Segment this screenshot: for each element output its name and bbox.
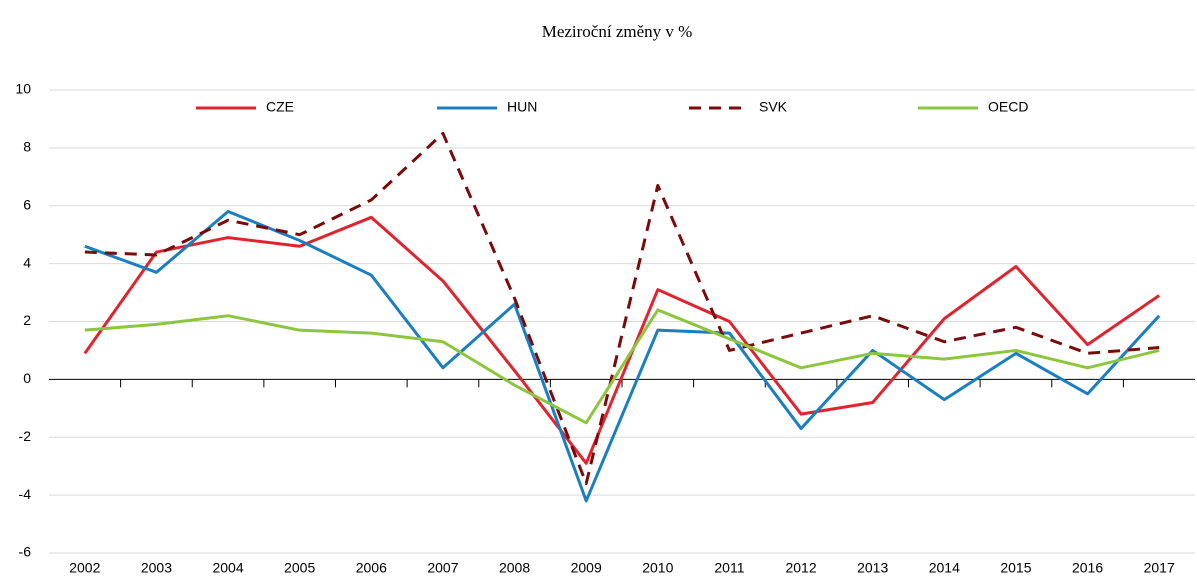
x-tick-label: 2016 bbox=[1072, 560, 1103, 576]
x-tick-label: 2007 bbox=[427, 560, 458, 576]
y-tick-label: 10 bbox=[15, 81, 31, 97]
x-tick-label: 2015 bbox=[1000, 560, 1031, 576]
y-tick-label: -2 bbox=[19, 428, 32, 444]
series-line bbox=[84, 210, 1161, 503]
x-tick-label: 2003 bbox=[141, 560, 172, 576]
x-tick-label: 2002 bbox=[69, 560, 100, 576]
series-line bbox=[84, 131, 1160, 486]
series-line bbox=[84, 308, 1160, 425]
legend-label: CZE bbox=[266, 99, 294, 115]
y-tick-label: 6 bbox=[23, 196, 31, 212]
y-tick-label: 8 bbox=[23, 139, 31, 155]
series-line bbox=[83, 215, 1161, 465]
x-tick-label: 2005 bbox=[284, 560, 315, 576]
x-tick-label: 2009 bbox=[571, 560, 602, 576]
legend-label: OECD bbox=[988, 99, 1028, 115]
x-tick-label: 2006 bbox=[356, 560, 387, 576]
y-tick-label: -6 bbox=[19, 544, 32, 560]
y-tick-label: -4 bbox=[19, 486, 32, 502]
x-tick-label: 2008 bbox=[499, 560, 530, 576]
x-tick-label: 2017 bbox=[1144, 560, 1175, 576]
x-tick-label: 2010 bbox=[642, 560, 673, 576]
chart-title: Meziroční změny v % bbox=[542, 22, 693, 41]
x-tick-label: 2011 bbox=[714, 560, 744, 576]
x-tick-label: 2004 bbox=[212, 560, 243, 576]
y-tick-label: 2 bbox=[23, 312, 31, 328]
x-tick-label: 2012 bbox=[785, 560, 816, 576]
y-tick-label: 0 bbox=[23, 370, 31, 386]
x-tick-label: 2014 bbox=[929, 560, 960, 576]
legend-label: SVK bbox=[759, 99, 788, 115]
legend-label: HUN bbox=[507, 99, 537, 115]
y-tick-label: 4 bbox=[23, 254, 31, 270]
x-tick-label: 2013 bbox=[857, 560, 888, 576]
